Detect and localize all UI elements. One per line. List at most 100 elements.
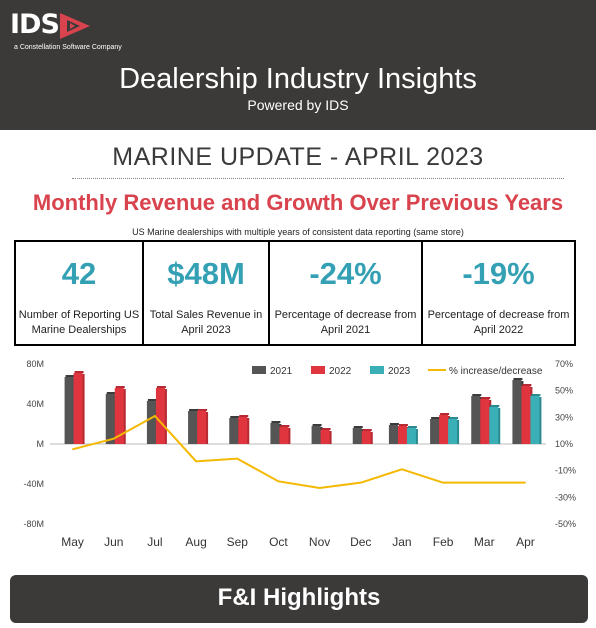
bar-2021-nov	[311, 426, 321, 444]
divider	[72, 178, 564, 179]
line-point	[360, 482, 362, 484]
kpi-label: Percentage of decrease from April 2022	[427, 309, 570, 336]
bar-shade	[205, 412, 209, 444]
bar-shade	[287, 428, 291, 444]
line-pct-change	[72, 414, 526, 490]
line-point	[442, 482, 444, 484]
line-point	[236, 458, 238, 460]
legend-label-2023: 2023	[388, 366, 411, 377]
x-tick-label: Jan	[392, 535, 411, 549]
bar-top-shade	[481, 397, 491, 399]
bar-2022-mar	[480, 399, 490, 444]
bar-top-shade	[440, 413, 450, 415]
bar-2021-jun	[105, 394, 115, 444]
page-title: Dealership Industry Insights	[119, 63, 477, 95]
bar-shade	[163, 389, 167, 444]
line-point	[401, 468, 403, 470]
kpi-card-vs-2022: -19% Percentage of decrease from April 2…	[423, 242, 574, 344]
section-title: Monthly Revenue and Growth Over Previous…	[32, 190, 564, 215]
legend-swatch-2023	[370, 366, 384, 374]
bar-shade	[414, 429, 418, 444]
bar-top-shade	[472, 394, 482, 396]
line-point	[277, 480, 279, 482]
bar-top-shade	[531, 394, 541, 396]
bar-2022-apr	[521, 386, 531, 444]
ids-logo: IDS a Constellation Software Company	[10, 10, 140, 54]
bar-2021-feb	[430, 419, 440, 444]
bar-shade	[456, 420, 460, 444]
bar-2023-apr	[530, 396, 540, 444]
kpi-card-revenue: $48M Total Sales Revenue in April 2023	[144, 242, 270, 344]
y-right-tick-label: 70%	[555, 359, 573, 369]
bar-top-shade	[198, 409, 208, 411]
logo-tagline: a Constellation Software Company	[14, 44, 122, 51]
x-tick-label: Mar	[474, 535, 495, 549]
section-bar-label: F&I Highlights	[217, 584, 381, 611]
bar-2021-aug	[188, 411, 198, 444]
y-right-tick-label: 30%	[555, 412, 573, 422]
logo-text: IDS	[10, 9, 60, 40]
bar-top-shade	[147, 399, 157, 401]
bar-2021-may	[64, 377, 74, 444]
bar-top-shade	[353, 426, 363, 428]
y-left-tick-label: 40M	[26, 399, 44, 409]
header-banner: IDS a Constellation Software Company Dea…	[0, 0, 596, 130]
bar-2022-nov	[320, 430, 330, 444]
bar-2022-feb	[439, 415, 449, 444]
bar-2022-jul	[155, 388, 165, 444]
bar-2022-may	[73, 373, 83, 444]
legend-label-2021: 2021	[270, 366, 293, 377]
line-point	[195, 460, 197, 462]
y-right-tick-label: -50%	[555, 519, 576, 529]
bar-top-shade	[362, 429, 372, 431]
bar-2023-jan	[406, 428, 416, 444]
bar-top-shade	[239, 415, 249, 417]
bar-top-shade	[490, 405, 500, 407]
kpi-card-dealers: 42 Number of Reporting US Marine Dealers…	[16, 242, 144, 344]
bar-2022-dec	[361, 431, 371, 444]
bar-top-shade	[115, 386, 125, 388]
x-tick-label: May	[61, 535, 84, 549]
bar-2022-aug	[197, 411, 207, 444]
bar-top-shade	[398, 424, 408, 426]
update-title: MARINE UPDATE - APRIL 2023	[112, 143, 484, 171]
x-tick-label: Feb	[433, 535, 454, 549]
line-point	[113, 438, 115, 440]
logo-triangle-icon	[60, 13, 90, 39]
bar-2023-feb	[448, 419, 458, 444]
bar-2022-sep	[238, 417, 248, 444]
bar-top-shade	[189, 409, 199, 411]
line-point	[483, 482, 485, 484]
bar-2021-apr	[512, 380, 522, 444]
kpi-note: US Marine dealerships with multiple year…	[132, 227, 464, 237]
x-tick-label: Aug	[185, 535, 206, 549]
y-right-tick-label: 10%	[555, 439, 573, 449]
line-point	[72, 448, 74, 450]
bar-2021-jul	[146, 401, 156, 444]
x-tick-label: Apr	[516, 535, 535, 549]
bar-shade	[328, 431, 332, 444]
bar-top-shade	[74, 371, 84, 373]
y-right-tick-label: 50%	[555, 386, 573, 396]
y-right-tick-label: -10%	[555, 466, 576, 476]
kpi-value: $48M	[167, 256, 245, 291]
bar-top-shade	[431, 417, 441, 419]
bar-top-shade	[65, 375, 75, 377]
y-left-tick-label: -80M	[23, 519, 44, 529]
legend-swatch-2021	[252, 366, 266, 374]
kpi-label: Percentage of decrease from April 2021	[274, 309, 417, 336]
bar-2021-dec	[352, 428, 362, 444]
bar-shade	[122, 389, 126, 444]
kpi-label: Number of Reporting US Marine Dealership…	[18, 309, 140, 336]
bar-top-shade	[271, 421, 281, 423]
page-subtitle: Powered by IDS	[247, 97, 349, 113]
y-right-tick-label: -30%	[555, 492, 576, 502]
bar-2022-jan	[397, 426, 407, 444]
x-tick-label: Dec	[350, 535, 371, 549]
bar-top-shade	[407, 426, 417, 428]
bar-top-shade	[522, 384, 532, 386]
bar-top-shade	[513, 378, 523, 380]
x-tick-label: Sep	[227, 535, 249, 549]
legend-label-line: % increase/decrease	[449, 366, 543, 377]
y-left-tick-label: -40M	[23, 479, 44, 489]
